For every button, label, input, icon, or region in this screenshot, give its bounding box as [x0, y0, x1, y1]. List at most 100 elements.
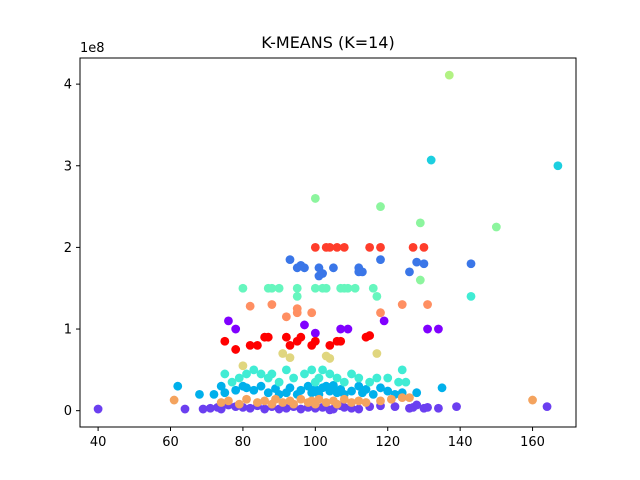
data-point	[296, 404, 306, 414]
data-point	[267, 300, 277, 309]
data-point	[386, 394, 396, 404]
data-point	[423, 403, 432, 412]
data-point	[245, 340, 255, 350]
data-point	[383, 386, 393, 396]
data-point	[372, 349, 382, 358]
data-point	[397, 393, 407, 403]
data-point	[314, 394, 324, 404]
data-point	[434, 324, 443, 334]
data-point	[267, 283, 277, 293]
data-point	[285, 383, 295, 393]
data-point	[292, 283, 302, 293]
data-point	[321, 283, 331, 293]
data-point	[354, 396, 364, 406]
data-point	[307, 308, 317, 318]
data-point	[339, 394, 349, 404]
data-point	[332, 399, 342, 409]
axes: 40 60 80 100 120 140 160 0 1 2 3 4	[64, 57, 577, 450]
data-point	[296, 385, 306, 395]
data-point	[444, 70, 454, 80]
data-point	[274, 404, 284, 414]
data-point	[365, 331, 375, 340]
data-point	[93, 404, 103, 414]
data-point	[350, 283, 360, 293]
data-point	[231, 324, 241, 334]
data-point	[263, 388, 273, 398]
data-point	[224, 316, 233, 326]
data-point	[300, 263, 309, 273]
data-point	[310, 336, 320, 346]
data-point	[401, 377, 411, 387]
data-point	[231, 345, 241, 354]
data-point	[249, 385, 259, 395]
data-point	[332, 243, 342, 252]
data-point	[339, 403, 349, 412]
data-point	[310, 283, 320, 293]
data-point	[300, 369, 309, 379]
data-point	[318, 365, 327, 375]
data-point	[491, 222, 501, 232]
data-point	[278, 398, 288, 407]
data-point	[274, 283, 284, 293]
data-point	[253, 398, 262, 407]
data-point	[224, 396, 233, 406]
data-point	[329, 263, 338, 273]
data-point	[300, 320, 309, 330]
data-point	[253, 340, 262, 350]
data-point	[292, 291, 302, 301]
data-point	[397, 365, 407, 375]
data-point	[220, 388, 230, 398]
data-point	[278, 349, 288, 358]
data-point	[271, 394, 280, 404]
data-point	[209, 389, 219, 399]
data-point	[437, 383, 447, 393]
data-point	[397, 300, 407, 309]
data-point	[332, 373, 342, 383]
data-point	[216, 398, 226, 407]
y-tick-label: 2	[64, 241, 72, 256]
data-point	[405, 267, 414, 277]
x-tick-label: 140	[448, 435, 473, 450]
data-point	[256, 381, 266, 391]
data-point	[376, 243, 385, 252]
data-point	[368, 389, 378, 399]
data-point	[274, 377, 284, 387]
data-point	[365, 243, 375, 252]
data-point	[310, 243, 320, 252]
data-point	[412, 400, 422, 410]
data-point	[390, 402, 400, 411]
plot-background	[80, 58, 576, 427]
data-point	[343, 324, 353, 334]
data-point	[325, 340, 335, 350]
data-point	[310, 328, 320, 338]
data-point	[329, 380, 338, 390]
data-point	[238, 283, 248, 293]
data-point	[296, 394, 306, 404]
data-point	[318, 269, 327, 278]
data-point	[267, 369, 277, 379]
data-point	[408, 243, 418, 252]
data-point	[376, 308, 385, 318]
data-point	[281, 312, 291, 322]
data-point	[260, 396, 270, 406]
data-point	[256, 369, 266, 379]
data-point	[466, 291, 476, 301]
data-point	[354, 373, 364, 383]
data-point	[289, 399, 299, 409]
data-point	[314, 373, 324, 383]
data-point	[347, 398, 356, 407]
data-point	[245, 403, 255, 413]
data-point	[379, 316, 389, 326]
data-point	[361, 398, 371, 407]
data-point	[339, 243, 349, 252]
x-tick-label: 160	[520, 435, 545, 450]
data-point	[354, 381, 364, 391]
data-point	[466, 259, 476, 269]
data-point	[263, 332, 273, 342]
data-point	[376, 383, 385, 393]
data-point	[321, 398, 331, 407]
data-point	[339, 377, 349, 387]
data-point	[249, 365, 259, 375]
data-point	[415, 218, 425, 228]
data-point	[307, 365, 317, 375]
